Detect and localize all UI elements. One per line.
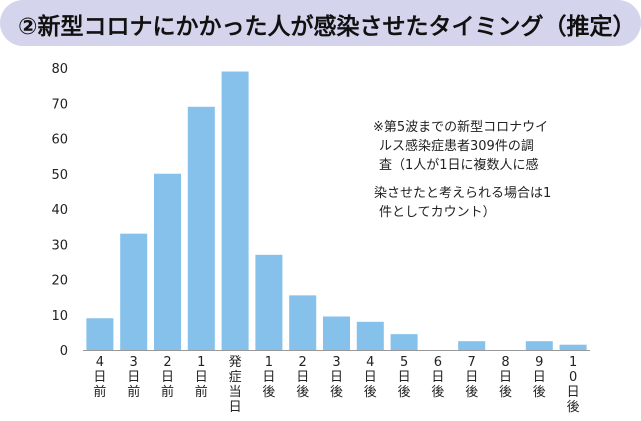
x-tick-label: 2 日後 — [296, 355, 309, 400]
x-tick-label: 3 日後 — [330, 355, 343, 400]
y-tick-label: 60 — [51, 133, 68, 148]
x-tick-label: 4 日後 — [364, 355, 377, 400]
bar — [187, 106, 215, 351]
x-tick-label: 2 日前 — [161, 355, 174, 400]
y-tick-label: 50 — [51, 168, 68, 183]
bar — [86, 318, 114, 350]
note-line: 件としてカウント） — [379, 205, 496, 220]
x-tick-label: 発症当日 — [229, 355, 242, 415]
title-bar: ②新型コロナにかかった人が感染させたタイミング（推定） — [0, 0, 641, 46]
y-tick-label: 0 — [60, 344, 68, 359]
bar — [120, 233, 148, 350]
x-tick-label: 1 日前 — [195, 355, 208, 400]
bar — [255, 254, 283, 350]
y-tick-label: 30 — [51, 238, 68, 253]
x-tick-label: 8 日後 — [499, 355, 512, 400]
x-tick-label: 1 0 日後 — [567, 355, 580, 415]
x-tick-label: 7 日後 — [465, 355, 478, 400]
bar — [221, 71, 249, 351]
bar — [154, 173, 181, 350]
bar — [390, 334, 418, 350]
bar — [356, 321, 384, 350]
bar — [559, 344, 587, 350]
note-line: ※第5波までの新型コロナウイ — [373, 120, 549, 135]
x-tick-label: 3 日前 — [127, 355, 140, 400]
x-tick-label: 4 日前 — [93, 355, 106, 400]
bar — [525, 341, 553, 350]
y-tick-label: 40 — [51, 203, 68, 218]
y-tick-label: 20 — [51, 274, 68, 289]
x-tick-label: 1 日後 — [262, 355, 275, 400]
bar — [323, 316, 350, 350]
x-tick-label: 9 日後 — [533, 355, 546, 400]
note-line: 査（1人が1日に複数人に感 — [379, 158, 539, 173]
x-tick-label: 6 日後 — [431, 355, 444, 400]
chart-title: ②新型コロナにかかった人が感染させたタイミング（推定） — [18, 14, 636, 40]
x-tick-label: 5 日後 — [398, 355, 411, 400]
y-tick-label: 80 — [51, 62, 68, 77]
note-line: 染させたと考えられる場合は1 — [374, 186, 552, 201]
bar — [458, 341, 486, 350]
note-line: ルス感染症患者309件の調 — [379, 139, 534, 154]
y-tick-label: 70 — [51, 97, 68, 112]
y-tick-label: 10 — [51, 309, 68, 324]
bar — [289, 295, 317, 350]
